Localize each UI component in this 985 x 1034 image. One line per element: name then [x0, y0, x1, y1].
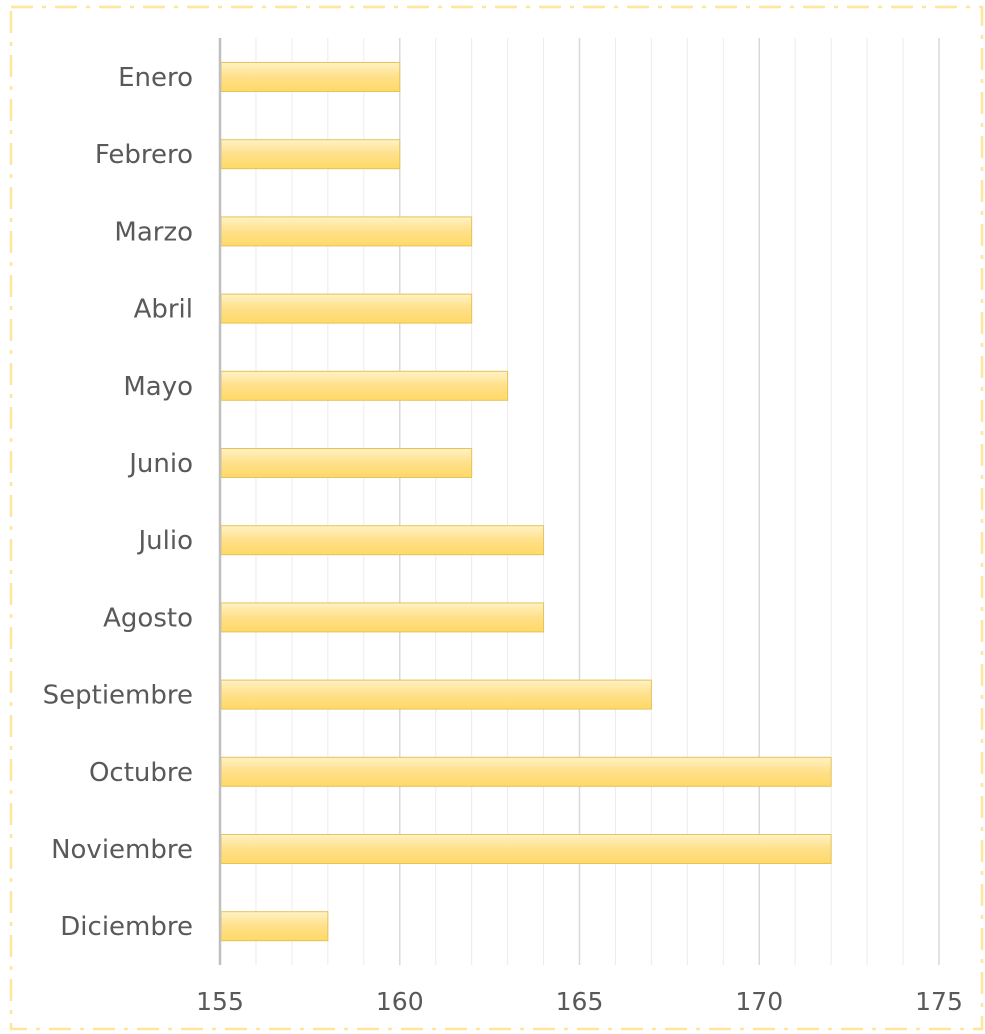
chart-border — [9, 5, 984, 1031]
category-label: Marzo — [114, 217, 193, 247]
x-tick-label: 160 — [376, 987, 424, 1016]
bar-abril — [220, 293, 473, 324]
category-label: Noviembre — [51, 835, 193, 865]
bar-septiembre — [220, 679, 652, 710]
x-tick-label: 155 — [196, 987, 244, 1016]
category-label: Diciembre — [60, 912, 193, 942]
bar-marzo — [220, 216, 473, 247]
x-tick-label: 170 — [735, 987, 783, 1016]
category-label: Septiembre — [43, 681, 193, 711]
category-label: Junio — [127, 449, 193, 479]
bar-diciembre — [220, 911, 329, 942]
bar-junio — [220, 448, 473, 478]
category-label: Febrero — [95, 140, 193, 170]
bar-agosto — [220, 602, 545, 633]
x-tick-labels: 155 160 165 170 175 — [196, 987, 963, 1016]
category-label: Enero — [118, 63, 193, 93]
bar-febrero — [220, 139, 401, 170]
category-label: Mayo — [123, 372, 193, 402]
bar-enero — [220, 62, 401, 92]
category-labels: Enero Febrero Marzo Abril Mayo Junio Julio Agos… — [43, 63, 193, 942]
x-tick-label: 165 — [556, 987, 604, 1016]
major-gridlines — [399, 38, 940, 965]
category-label: Abril — [134, 295, 193, 325]
category-label: Agosto — [103, 603, 193, 633]
category-label: Julio — [136, 526, 193, 556]
category-label: Octubre — [89, 758, 193, 788]
bar-julio — [220, 525, 545, 556]
bars — [220, 62, 832, 942]
minor-gridlines — [255, 38, 904, 965]
bar-noviembre — [220, 834, 832, 864]
bar-octubre — [220, 756, 832, 787]
x-tick-label: 175 — [915, 987, 963, 1016]
bar-mayo — [220, 370, 509, 401]
